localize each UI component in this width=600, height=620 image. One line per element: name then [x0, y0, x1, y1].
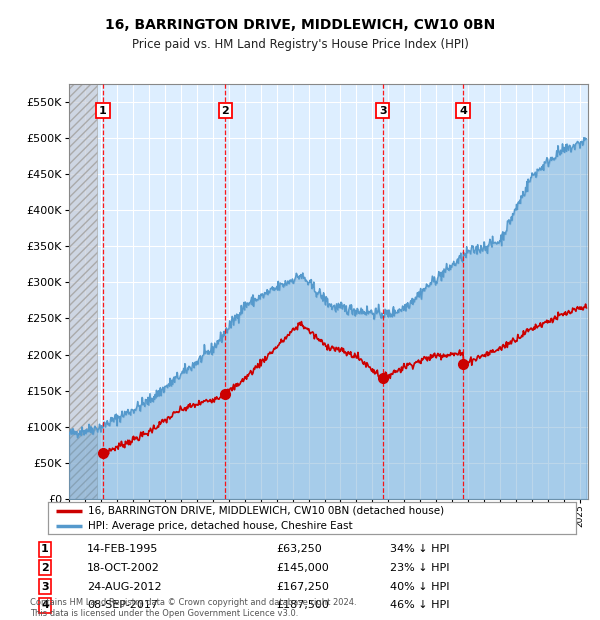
Text: 14-FEB-1995: 14-FEB-1995: [87, 544, 158, 554]
Text: 3: 3: [379, 105, 386, 116]
Text: 3: 3: [41, 582, 49, 591]
Text: 16, BARRINGTON DRIVE, MIDDLEWICH, CW10 0BN (detached house): 16, BARRINGTON DRIVE, MIDDLEWICH, CW10 0…: [88, 506, 444, 516]
Text: £145,000: £145,000: [276, 563, 329, 573]
Text: 2: 2: [221, 105, 229, 116]
Text: 2: 2: [41, 563, 49, 573]
Text: 34% ↓ HPI: 34% ↓ HPI: [390, 544, 449, 554]
Text: Contains HM Land Registry data © Crown copyright and database right 2024.
This d: Contains HM Land Registry data © Crown c…: [30, 598, 356, 618]
Text: 40% ↓ HPI: 40% ↓ HPI: [390, 582, 449, 591]
Bar: [69, 84, 97, 499]
Text: 1: 1: [99, 105, 107, 116]
Text: 46% ↓ HPI: 46% ↓ HPI: [390, 600, 449, 610]
Text: 4: 4: [459, 105, 467, 116]
Text: 23% ↓ HPI: 23% ↓ HPI: [390, 563, 449, 573]
Text: 08-SEP-2017: 08-SEP-2017: [87, 600, 158, 610]
Text: 1: 1: [41, 544, 49, 554]
Bar: [69, 84, 97, 499]
Text: HPI: Average price, detached house, Cheshire East: HPI: Average price, detached house, Ches…: [88, 521, 352, 531]
Text: 16, BARRINGTON DRIVE, MIDDLEWICH, CW10 0BN: 16, BARRINGTON DRIVE, MIDDLEWICH, CW10 0…: [105, 18, 495, 32]
Text: 4: 4: [41, 600, 49, 610]
Text: 24-AUG-2012: 24-AUG-2012: [87, 582, 161, 591]
Text: £63,250: £63,250: [276, 544, 322, 554]
Text: Price paid vs. HM Land Registry's House Price Index (HPI): Price paid vs. HM Land Registry's House …: [131, 38, 469, 51]
Text: £187,500: £187,500: [276, 600, 329, 610]
Text: £167,250: £167,250: [276, 582, 329, 591]
Text: 18-OCT-2002: 18-OCT-2002: [87, 563, 160, 573]
